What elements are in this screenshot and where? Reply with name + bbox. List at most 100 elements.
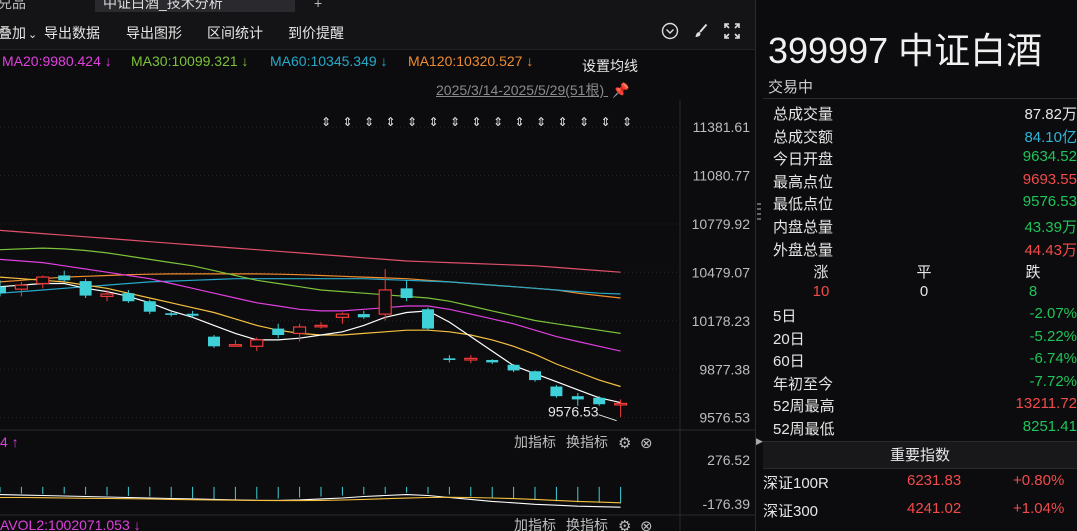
stat-label: 总成交额 xyxy=(773,128,834,146)
ma60-value: MA60:10345.349 ↓ xyxy=(270,53,388,69)
index-title: 399997 中证白酒 xyxy=(768,30,1043,71)
tab-technical-analysis[interactable]: 中证白酒_技术分析 xyxy=(95,0,295,12)
candle-body xyxy=(143,301,156,312)
chart-toolbar: 叠加 ⌄ 导出数据 导出图形 区间统计 到价提醒 xyxy=(0,12,755,50)
event-marker-icon: ⇕ xyxy=(450,115,460,129)
stat-label: 总成交量 xyxy=(773,106,834,123)
return-value: 13211.72 xyxy=(1015,395,1077,413)
return-row: 52周最低 8251.41 xyxy=(763,418,1077,440)
candle-body xyxy=(550,386,563,397)
chevron-down-icon: ⌄ xyxy=(28,29,38,41)
dropdown-circle-icon[interactable] xyxy=(660,21,680,41)
macd-tick-label: 276.52 xyxy=(707,452,750,468)
stat-row: 总成交量 87.82万 xyxy=(763,103,1077,125)
gear-icon[interactable]: ⚙ xyxy=(618,518,631,531)
return-row: 年初至今 -7.72% xyxy=(763,373,1077,395)
event-marker-icon: ⇕ xyxy=(385,115,395,129)
date-range: 2025/3/14-2025/5/29(51根) 📌 xyxy=(436,80,629,100)
add-indicator-button[interactable]: 加指标 xyxy=(514,517,556,531)
candle-body xyxy=(464,357,478,361)
volume-label: AVOL2:1002071.053 ↓ xyxy=(0,517,141,531)
candle-body xyxy=(486,359,499,363)
y-tick-label: 10779.92 xyxy=(692,216,751,232)
advance-label: 涨 xyxy=(813,264,829,281)
price-alert-button[interactable]: 到价提醒 xyxy=(288,25,344,41)
date-range-label: 2025/3/14-2025/5/29(51根) xyxy=(436,82,605,98)
low-price-marker: 9576.53 xyxy=(548,404,599,420)
event-marker-icon: ⇕ xyxy=(493,115,503,129)
tab-previous[interactable]: 兑品 xyxy=(0,0,26,11)
overlay-menu[interactable]: 叠加 ⌄ xyxy=(0,23,37,43)
event-marker-icon: ⇕ xyxy=(407,115,417,129)
candle-body xyxy=(100,293,114,297)
decline-count: 8 xyxy=(1028,283,1038,300)
index-value: 4241.02 xyxy=(907,500,962,517)
candle-body xyxy=(79,281,92,296)
index-row[interactable]: 深证100R 6231.83 +0.80% xyxy=(763,472,1077,496)
ma-legend: MA20:9980.424 ↓ MA30:10099.321 ↓ MA60:10… xyxy=(0,50,755,74)
index-row[interactable]: 上证502693.30+0.34% xyxy=(763,528,1077,531)
candle-body xyxy=(400,288,413,298)
y-tick-label: 10178.23 xyxy=(692,313,751,329)
export-data-button[interactable]: 导出数据 xyxy=(44,25,100,41)
candle-body xyxy=(208,336,220,347)
stat-row: 最高点位 9693.55 xyxy=(763,171,1077,193)
stat-row: 总成交额 84.10亿 xyxy=(763,126,1077,148)
advance-count: 10 xyxy=(812,283,830,300)
close-icon[interactable]: ⊗ xyxy=(640,518,653,531)
flat-count: 0 xyxy=(919,283,929,300)
index-value: 2693.30 xyxy=(907,528,961,531)
y-tick-label: 9877.38 xyxy=(699,361,750,377)
ma-line-ma5 xyxy=(0,282,621,404)
candle-body xyxy=(58,275,71,281)
gear-icon[interactable]: ⚙ xyxy=(618,435,631,452)
candle-body xyxy=(122,293,135,302)
candle-body xyxy=(357,314,370,318)
index-row[interactable]: 深证300 4241.02 +1.04% xyxy=(763,500,1077,524)
kline-chart[interactable]: 11381.61 11080.77 10779.92 10479.07 10178.23… xyxy=(0,100,755,531)
export-chart-button[interactable]: 导出图形 xyxy=(126,25,182,41)
collapse-arrow-icon[interactable]: ▶ xyxy=(756,436,763,446)
return-label: 60日 xyxy=(773,353,805,371)
y-tick-label: 10479.07 xyxy=(692,264,751,280)
switch-indicator-button[interactable]: 换指标 xyxy=(566,434,608,450)
candle-body xyxy=(165,313,178,315)
ma-line-long xyxy=(0,229,621,273)
event-marker-icon: ⇕ xyxy=(321,115,331,129)
candle-body xyxy=(14,284,28,290)
event-marker-icon: ⇕ xyxy=(557,115,567,129)
range-stats-button[interactable]: 区间统计 xyxy=(207,25,263,41)
y-tick-label: 11080.77 xyxy=(693,168,751,184)
quote-panel: 399997 中证白酒 交易中 总成交量 87.82万 总成交额 84.10亿 今日开盘… xyxy=(763,0,1077,531)
candle-body xyxy=(378,289,392,315)
candle-body xyxy=(529,371,541,381)
event-marker-icon: ⇕ xyxy=(536,115,546,129)
add-indicator-button[interactable]: 加指标 xyxy=(514,434,556,450)
pin-icon[interactable]: 📌 xyxy=(612,82,630,98)
candle-body xyxy=(36,276,50,285)
chart-area[interactable]: 11381.61 11080.77 10779.92 10479.07 10178.23… xyxy=(0,100,755,531)
switch-indicator-button[interactable]: 换指标 xyxy=(566,517,608,531)
splitter-grip-icon[interactable] xyxy=(757,200,761,226)
ma-settings-label: 设置均线 xyxy=(582,58,638,74)
candle-body xyxy=(250,339,264,347)
event-marker-icon: ⇕ xyxy=(428,115,438,129)
stat-row: 今日开盘 9634.52 xyxy=(763,148,1077,170)
panel-splitter[interactable]: ▶ xyxy=(755,0,763,531)
event-marker-icon: ⇕ xyxy=(579,115,589,129)
ma120-value: MA120:10320.527 ↓ xyxy=(408,53,534,69)
return-label: 52周最高 xyxy=(773,398,835,416)
close-icon[interactable]: ⊗ xyxy=(640,435,653,452)
event-marker-icon: ⇕ xyxy=(514,115,524,129)
stat-value: 9634.52 xyxy=(1022,148,1077,166)
candle-body xyxy=(422,309,434,329)
return-value: -6.74% xyxy=(1029,350,1077,368)
stat-label: 最低点位 xyxy=(773,196,834,214)
return-label: 年初至今 xyxy=(773,375,834,393)
new-tab-button[interactable]: + xyxy=(314,0,323,11)
divider xyxy=(763,98,1077,99)
ma30-value: MA30:10099.321 ↓ xyxy=(131,53,249,69)
fullscreen-icon[interactable] xyxy=(722,21,742,41)
brush-icon[interactable] xyxy=(691,21,711,41)
ma20-value: MA20:9980.424 ↓ xyxy=(2,53,112,69)
